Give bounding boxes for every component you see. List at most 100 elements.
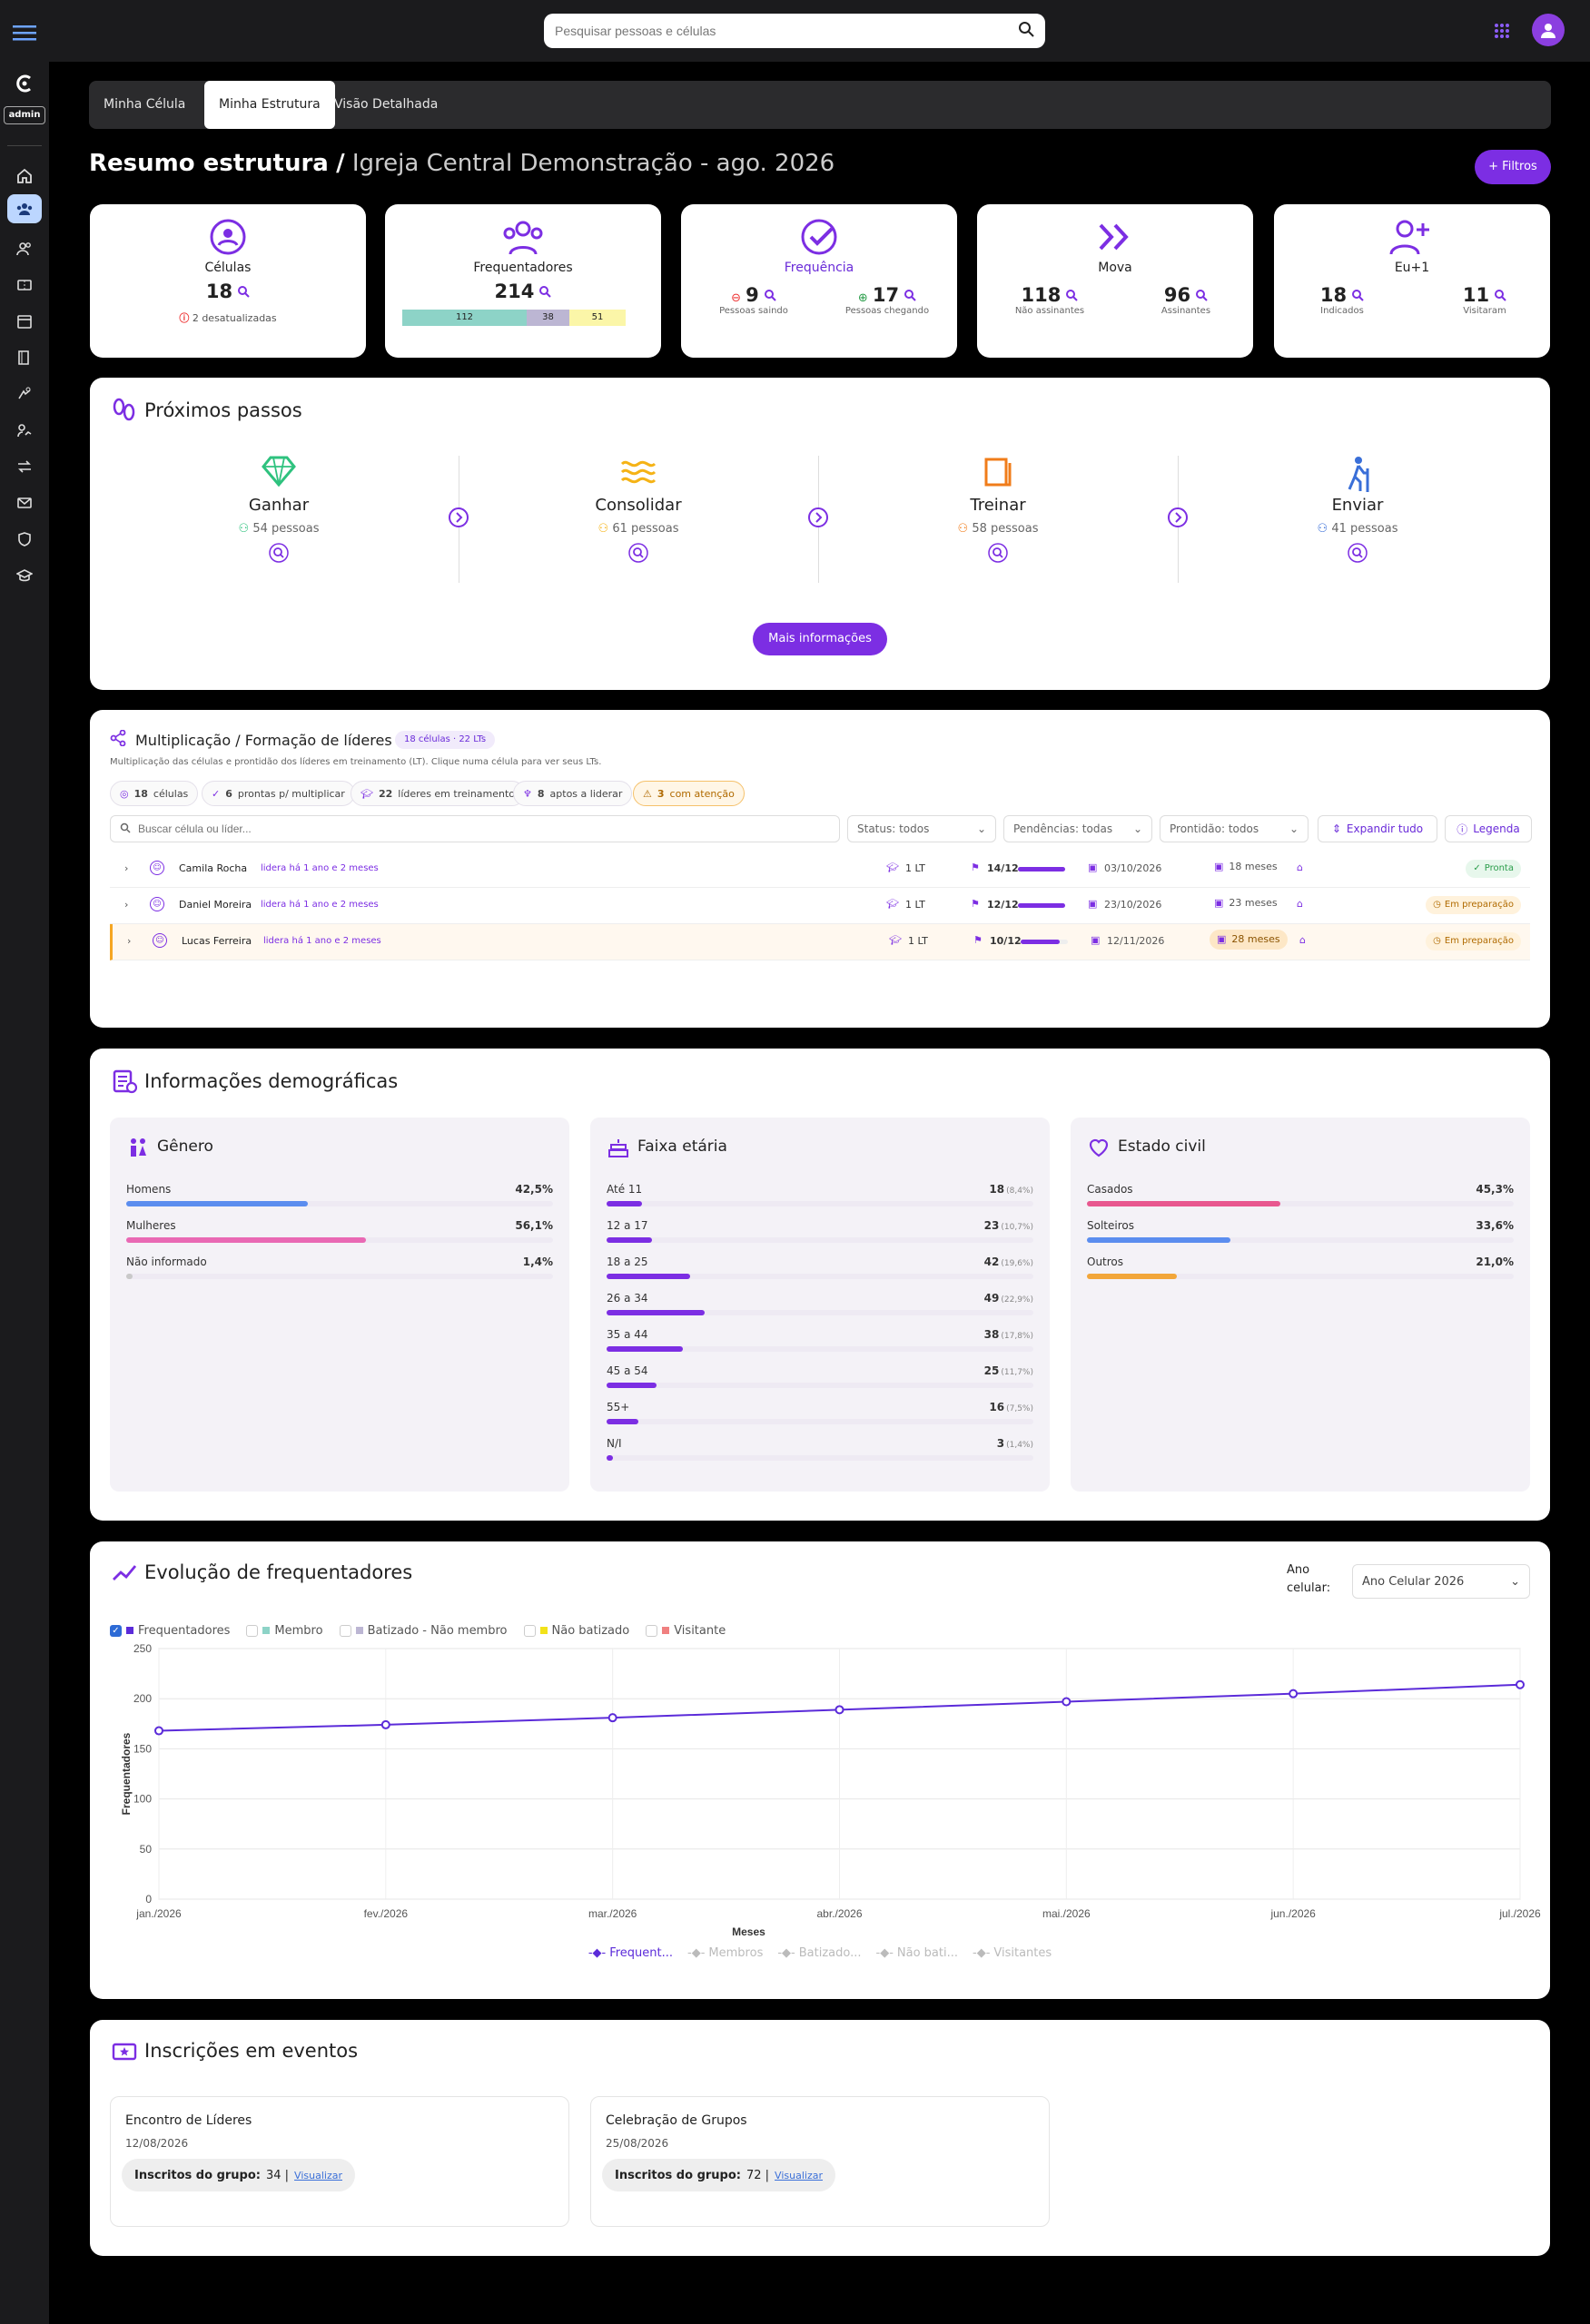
checkbox[interactable] <box>339 1624 351 1637</box>
ticket-icon[interactable] <box>14 274 35 296</box>
series-filter-item[interactable]: ✓ Frequentadores <box>110 1621 230 1640</box>
home-icon[interactable]: ⌂ <box>1299 934 1306 946</box>
menu-icon[interactable] <box>13 24 36 42</box>
bar-track <box>607 1310 1033 1315</box>
series-filter-item[interactable]: Membro <box>246 1621 323 1640</box>
series-filter-item[interactable]: Batizado - Não membro <box>339 1621 508 1640</box>
user-avatar[interactable] <box>1532 14 1565 46</box>
zoom-icon[interactable] <box>1267 543 1448 566</box>
expand-row-icon[interactable]: › <box>127 935 132 947</box>
chip-cells[interactable]: ◎ 18 células <box>110 781 199 806</box>
calendar-icon[interactable] <box>14 310 35 332</box>
series-filters: ✓ Frequentadores Membro Batizado - Não memb… <box>110 1621 726 1640</box>
data-point[interactable] <box>1516 1679 1525 1689</box>
chip-trainees[interactable]: 🎓︎ 22 líderes em treinamento <box>351 781 526 806</box>
zoom-icon[interactable] <box>907 543 1089 566</box>
step-enviar[interactable]: Enviar ⚇ 41 pessoas <box>1267 456 1448 583</box>
zoom-icon[interactable] <box>1351 288 1364 305</box>
status-filter[interactable]: Status: todos ⌄ <box>847 815 996 842</box>
swap-icon[interactable] <box>14 456 35 478</box>
row-value: 56,1% <box>515 1219 553 1232</box>
data-point[interactable] <box>380 1719 390 1729</box>
tab-minha-estrutura[interactable]: Minha Estrutura <box>204 81 335 129</box>
zoom-icon[interactable] <box>548 543 729 566</box>
filters-button[interactable]: + Filtros <box>1475 150 1551 184</box>
stat-card-mova[interactable]: Mova 118 Não assinantes 96 Assinantes <box>977 204 1253 358</box>
more-info-button[interactable]: Mais informações <box>753 623 887 655</box>
expand-all-button[interactable]: ⇕ Expandir tudo <box>1318 815 1437 842</box>
step-treinar[interactable]: Treinar ⚇ 58 pessoas <box>907 456 1089 583</box>
search-input[interactable] <box>555 24 991 38</box>
structure-nav-item[interactable] <box>7 194 42 223</box>
readiness-filter[interactable]: Prontidão: todos ⌄ <box>1160 815 1309 842</box>
cell-search[interactable] <box>110 815 840 842</box>
legend-item[interactable]: -◆- Membros <box>687 1946 763 1960</box>
stat-card-frequencia[interactable]: Frequência ⊖ 9 Pessoas saindo ⊕ 17 Pesso… <box>681 204 957 358</box>
shield-search-icon[interactable] <box>14 528 35 550</box>
chip-apt[interactable]: ♆ 8 aptos a liderar <box>513 781 633 806</box>
book-icon[interactable] <box>14 347 35 369</box>
stat-card-celulas[interactable]: Células 18 ⓘ 2 desatualizadas <box>90 204 366 358</box>
warning-icon: ⓘ <box>179 312 190 324</box>
data-point[interactable] <box>1062 1697 1072 1707</box>
checkbox-checked[interactable]: ✓ <box>110 1624 122 1637</box>
tab-visao-detalhada[interactable]: Visão Detalhada <box>334 97 439 112</box>
legend-item[interactable]: -◆- Visitantes <box>973 1946 1052 1960</box>
data-point[interactable] <box>835 1705 844 1715</box>
event-card[interactable]: Encontro de Líderes 12/08/2026 Inscritos… <box>110 2096 569 2227</box>
legend-button[interactable]: ⓘ Legenda <box>1445 815 1532 842</box>
person-chart-icon[interactable] <box>14 419 35 441</box>
apps-grid-icon[interactable] <box>1494 23 1510 43</box>
legend-item[interactable]: -◆- Batizado... <box>777 1946 861 1960</box>
event-card[interactable]: Celebração de Grupos 25/08/2026 Inscrito… <box>590 2096 1050 2227</box>
stat-card-frequentadores[interactable]: Frequentadores 214 112 38 51 <box>385 204 661 358</box>
checkbox[interactable] <box>646 1624 658 1637</box>
legend-item[interactable]: -◆- Não bati... <box>876 1946 959 1960</box>
people-icon[interactable] <box>14 238 35 260</box>
view-link[interactable]: Visualizar <box>294 2169 342 2181</box>
tab-minha-celula[interactable]: Minha Célula <box>104 97 186 112</box>
zoom-icon[interactable] <box>538 284 552 301</box>
home-icon[interactable] <box>14 165 35 187</box>
stat-card-eu1[interactable]: Eu+1 18 Indicados 11 Visitaram <box>1274 204 1550 358</box>
zoom-icon[interactable] <box>764 288 776 305</box>
cell-search-input[interactable] <box>138 822 774 835</box>
series-filter-item[interactable]: Visitante <box>646 1621 726 1640</box>
checkbox[interactable] <box>523 1624 536 1637</box>
data-point[interactable] <box>1289 1689 1299 1699</box>
home-icon[interactable]: ⌂ <box>1297 898 1303 910</box>
data-point[interactable] <box>154 1726 163 1736</box>
search-icon[interactable] <box>1018 21 1034 41</box>
series-filter-item[interactable]: Não batizado <box>523 1621 629 1640</box>
expand-row-icon[interactable]: › <box>124 862 129 874</box>
legend-item[interactable]: -◆- Frequent... <box>588 1946 673 1960</box>
checkbox[interactable] <box>246 1624 259 1637</box>
chip-attention[interactable]: ⚠ 3 com atenção <box>633 781 745 806</box>
table-row[interactable]: › ☺ Camila Rocha lidera há 1 ano e 2 meses 🎓… <box>110 852 1530 888</box>
year-select[interactable]: Ano Celular 2026 ⌄ <box>1352 1564 1530 1599</box>
zoom-icon[interactable] <box>1494 288 1506 305</box>
mail-icon[interactable] <box>14 492 35 514</box>
view-link[interactable]: Visualizar <box>775 2169 823 2181</box>
zoom-icon[interactable] <box>1195 288 1208 305</box>
pending-filter[interactable]: Pendências: todas ⌄ <box>1003 815 1152 842</box>
subscribed-count: 72 | <box>746 2168 770 2182</box>
chip-ready[interactable]: ✓ 6 prontas p/ multiplicar <box>202 781 355 806</box>
table-row[interactable]: › ☺ Daniel Moreira lidera há 1 ano e 2 mese… <box>110 888 1530 924</box>
home-icon[interactable]: ⌂ <box>1297 862 1303 873</box>
zoom-icon[interactable] <box>904 288 916 305</box>
hands-icon[interactable] <box>14 383 35 405</box>
step-consolidar[interactable]: Consolidar ⚇ 61 pessoas <box>548 456 729 583</box>
graduation-cap-icon[interactable] <box>14 565 35 586</box>
zoom-icon[interactable] <box>188 543 370 566</box>
data-point[interactable] <box>607 1713 617 1723</box>
months-value: 23 meses <box>1229 897 1278 909</box>
step-ganhar[interactable]: Ganhar ⚇ 54 pessoas <box>188 456 370 583</box>
search-bar[interactable] <box>544 14 1045 48</box>
stat-value-visited: 11 <box>1462 284 1490 306</box>
zoom-icon[interactable] <box>1065 288 1079 305</box>
expand-row-icon[interactable]: › <box>124 899 129 911</box>
events-panel: Inscrições em eventos Encontro de Lídere… <box>90 2020 1550 2256</box>
zoom-icon[interactable] <box>237 284 250 301</box>
table-row[interactable]: › ☺ Lucas Ferreira lidera há 1 ano e 2 mese… <box>110 924 1530 960</box>
